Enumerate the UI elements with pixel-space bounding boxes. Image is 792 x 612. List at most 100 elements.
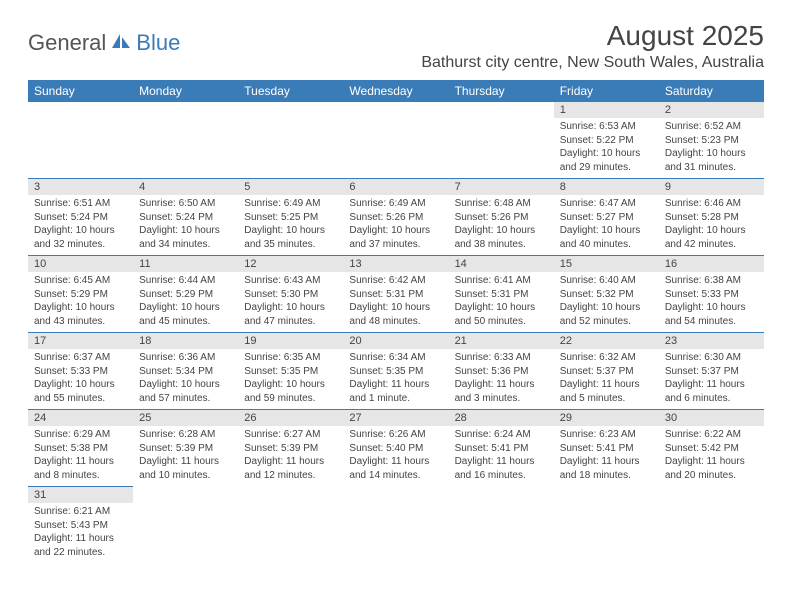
day-number-cell: 31	[28, 487, 133, 504]
weekday-header: Wednesday	[343, 80, 448, 102]
day-detail-line: Sunrise: 6:21 AM	[34, 505, 127, 519]
day-number-cell: 30	[659, 410, 764, 427]
day-detail-line: Sunset: 5:32 PM	[560, 288, 653, 302]
day-detail-line: Sunrise: 6:46 AM	[665, 197, 758, 211]
day-detail-line: Daylight: 10 hours	[244, 301, 337, 315]
day-detail-cell: Sunrise: 6:36 AMSunset: 5:34 PMDaylight:…	[133, 349, 238, 410]
day-detail-cell: Sunrise: 6:51 AMSunset: 5:24 PMDaylight:…	[28, 195, 133, 256]
day-detail-cell: Sunrise: 6:49 AMSunset: 5:25 PMDaylight:…	[238, 195, 343, 256]
day-number-cell: 7	[449, 179, 554, 196]
day-detail-line: Daylight: 10 hours	[455, 224, 548, 238]
day-detail-line: Daylight: 10 hours	[560, 224, 653, 238]
header: General Blue August 2025 Bathurst city c…	[28, 20, 764, 72]
day-number-cell: 8	[554, 179, 659, 196]
day-number-cell	[449, 102, 554, 118]
day-detail-cell	[449, 503, 554, 563]
day-detail-line: Sunrise: 6:49 AM	[244, 197, 337, 211]
day-detail-line: and 48 minutes.	[349, 315, 442, 329]
day-number-cell: 14	[449, 256, 554, 273]
day-number-cell: 15	[554, 256, 659, 273]
day-detail-line: and 52 minutes.	[560, 315, 653, 329]
day-detail-cell: Sunrise: 6:34 AMSunset: 5:35 PMDaylight:…	[343, 349, 448, 410]
day-detail-cell: Sunrise: 6:47 AMSunset: 5:27 PMDaylight:…	[554, 195, 659, 256]
day-detail-line: and 47 minutes.	[244, 315, 337, 329]
day-detail-line: and 3 minutes.	[455, 392, 548, 406]
day-detail-line: Daylight: 10 hours	[665, 301, 758, 315]
day-detail-line: Daylight: 10 hours	[455, 301, 548, 315]
day-detail-line: and 55 minutes.	[34, 392, 127, 406]
day-detail-line: Daylight: 10 hours	[560, 301, 653, 315]
day-detail-line: Sunrise: 6:26 AM	[349, 428, 442, 442]
day-number-cell: 6	[343, 179, 448, 196]
day-number-cell: 4	[133, 179, 238, 196]
day-detail-line: Sunset: 5:40 PM	[349, 442, 442, 456]
day-number-cell: 10	[28, 256, 133, 273]
day-detail-line: and 6 minutes.	[665, 392, 758, 406]
day-detail-line: Sunrise: 6:36 AM	[139, 351, 232, 365]
day-detail-line: Daylight: 11 hours	[665, 378, 758, 392]
weekday-header: Thursday	[449, 80, 554, 102]
day-detail-cell: Sunrise: 6:38 AMSunset: 5:33 PMDaylight:…	[659, 272, 764, 333]
day-detail-line: Sunset: 5:35 PM	[244, 365, 337, 379]
day-detail-line: Sunrise: 6:23 AM	[560, 428, 653, 442]
day-detail-line: Sunrise: 6:30 AM	[665, 351, 758, 365]
day-detail-cell	[133, 503, 238, 563]
day-detail-line: Daylight: 10 hours	[139, 378, 232, 392]
day-number-cell	[238, 487, 343, 504]
day-detail-cell	[238, 503, 343, 563]
day-detail-line: Sunset: 5:35 PM	[349, 365, 442, 379]
day-number-cell: 9	[659, 179, 764, 196]
day-detail-line: and 37 minutes.	[349, 238, 442, 252]
day-detail-line: Daylight: 10 hours	[244, 224, 337, 238]
day-detail-line: Sunset: 5:22 PM	[560, 134, 653, 148]
day-number-cell	[133, 487, 238, 504]
day-detail-line: Sunset: 5:31 PM	[455, 288, 548, 302]
weekday-header: Friday	[554, 80, 659, 102]
day-number-row: 31	[28, 487, 764, 504]
day-detail-cell: Sunrise: 6:32 AMSunset: 5:37 PMDaylight:…	[554, 349, 659, 410]
day-detail-cell: Sunrise: 6:33 AMSunset: 5:36 PMDaylight:…	[449, 349, 554, 410]
day-detail-line: Sunrise: 6:53 AM	[560, 120, 653, 134]
day-detail-line: Daylight: 10 hours	[560, 147, 653, 161]
weekday-header: Tuesday	[238, 80, 343, 102]
day-detail-line: and 40 minutes.	[560, 238, 653, 252]
day-detail-line: Daylight: 11 hours	[34, 532, 127, 546]
day-detail-line: Sunrise: 6:22 AM	[665, 428, 758, 442]
day-detail-line: Sunrise: 6:27 AM	[244, 428, 337, 442]
day-detail-line: and 34 minutes.	[139, 238, 232, 252]
day-detail-line: Daylight: 11 hours	[34, 455, 127, 469]
day-number-cell: 19	[238, 333, 343, 350]
logo-text-general: General	[28, 30, 106, 56]
day-number-cell: 11	[133, 256, 238, 273]
day-number-cell: 17	[28, 333, 133, 350]
day-detail-line: Sunrise: 6:40 AM	[560, 274, 653, 288]
day-detail-line: Sunrise: 6:43 AM	[244, 274, 337, 288]
day-detail-line: Sunrise: 6:41 AM	[455, 274, 548, 288]
day-detail-cell	[343, 118, 448, 179]
day-detail-line: Sunrise: 6:44 AM	[139, 274, 232, 288]
day-detail-line: Sunset: 5:41 PM	[455, 442, 548, 456]
day-detail-line: Daylight: 11 hours	[455, 455, 548, 469]
day-detail-line: Sunset: 5:36 PM	[455, 365, 548, 379]
day-detail-line: Sunrise: 6:37 AM	[34, 351, 127, 365]
day-number-cell: 22	[554, 333, 659, 350]
day-number-cell: 25	[133, 410, 238, 427]
day-detail-line: Sunrise: 6:48 AM	[455, 197, 548, 211]
month-title: August 2025	[421, 20, 764, 52]
day-number-cell: 23	[659, 333, 764, 350]
day-detail-line: Sunset: 5:23 PM	[665, 134, 758, 148]
title-block: August 2025 Bathurst city centre, New So…	[421, 20, 764, 72]
day-detail-cell: Sunrise: 6:40 AMSunset: 5:32 PMDaylight:…	[554, 272, 659, 333]
day-number-cell	[659, 487, 764, 504]
day-detail-line: and 14 minutes.	[349, 469, 442, 483]
day-detail-line: and 35 minutes.	[244, 238, 337, 252]
day-detail-line: and 20 minutes.	[665, 469, 758, 483]
day-detail-cell: Sunrise: 6:24 AMSunset: 5:41 PMDaylight:…	[449, 426, 554, 487]
day-detail-line: and 8 minutes.	[34, 469, 127, 483]
logo-text-blue: Blue	[136, 30, 180, 56]
day-detail-line: and 22 minutes.	[34, 546, 127, 560]
day-detail-cell: Sunrise: 6:41 AMSunset: 5:31 PMDaylight:…	[449, 272, 554, 333]
day-detail-row: Sunrise: 6:53 AMSunset: 5:22 PMDaylight:…	[28, 118, 764, 179]
day-detail-cell: Sunrise: 6:22 AMSunset: 5:42 PMDaylight:…	[659, 426, 764, 487]
day-detail-line: Sunrise: 6:38 AM	[665, 274, 758, 288]
